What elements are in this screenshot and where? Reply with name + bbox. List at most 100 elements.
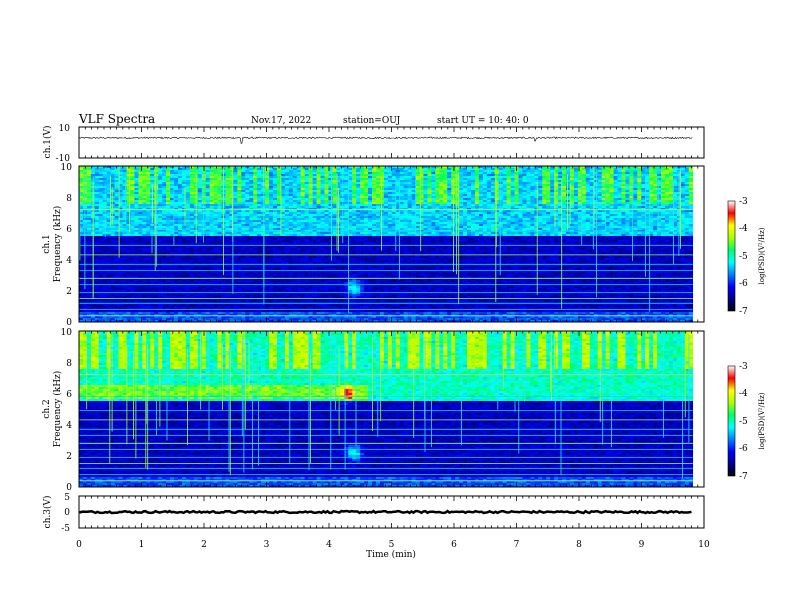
spectrogram-cell bbox=[99, 198, 103, 200]
spectrogram-cell bbox=[130, 220, 134, 222]
spectrogram-cell bbox=[198, 312, 202, 314]
spectrogram-cell bbox=[237, 256, 241, 258]
spectrogram-cell bbox=[150, 294, 154, 296]
spectrogram-cell bbox=[158, 214, 162, 216]
spectrogram-cell bbox=[261, 184, 265, 186]
spectrogram-cell bbox=[309, 248, 313, 250]
spectrogram-cell bbox=[261, 312, 265, 314]
spectrogram-cell bbox=[273, 304, 277, 306]
spectrogram-cell bbox=[265, 220, 269, 222]
spectrogram-cell bbox=[142, 188, 146, 190]
spectrogram-cell bbox=[174, 180, 178, 182]
spectrogram-cell bbox=[107, 234, 111, 236]
spectrogram-cell bbox=[130, 228, 134, 230]
spectrogram-cell bbox=[95, 212, 99, 214]
spectrogram-cell bbox=[297, 294, 301, 296]
spectrogram-cell bbox=[229, 170, 233, 172]
spectrogram-cell bbox=[174, 246, 178, 248]
spectrogram-cell bbox=[214, 222, 218, 224]
spectrogram-cell bbox=[154, 312, 158, 314]
spectrogram-cell bbox=[95, 286, 99, 288]
spectrogram-cell bbox=[186, 186, 190, 188]
spectrogram-cell bbox=[170, 290, 174, 292]
spectrogram-cell bbox=[111, 286, 115, 288]
spectrogram-cell bbox=[309, 174, 313, 176]
spectrogram-cell bbox=[297, 216, 301, 218]
spectrogram-cell bbox=[79, 294, 83, 296]
spectrogram-cell bbox=[281, 274, 285, 276]
spectrogram-cell bbox=[174, 266, 178, 268]
spectrogram-cell bbox=[265, 202, 269, 204]
spectrogram-cell bbox=[325, 290, 329, 292]
spectrogram-cell bbox=[206, 226, 210, 228]
spectrogram-cell bbox=[289, 300, 293, 302]
spectrogram-cell bbox=[130, 310, 134, 312]
spectrogram-cell bbox=[162, 220, 166, 222]
spectrogram-cell bbox=[178, 236, 182, 238]
spectrogram-cell bbox=[226, 212, 230, 214]
spectrogram-cell bbox=[134, 182, 138, 184]
spectrogram-cell bbox=[127, 198, 131, 200]
spectrogram-cell bbox=[111, 280, 115, 282]
spectrogram-cell bbox=[253, 218, 257, 220]
spectrogram-cell bbox=[182, 220, 186, 222]
spectrogram-cell bbox=[305, 210, 309, 212]
spectrogram-cell bbox=[226, 282, 230, 284]
spectrogram-cell bbox=[321, 316, 325, 318]
spectrogram-cell bbox=[162, 272, 166, 274]
spectrogram-cell bbox=[194, 286, 198, 288]
spectrogram-cell bbox=[190, 224, 194, 226]
spectrogram-cell bbox=[142, 282, 146, 284]
spectrogram-cell bbox=[162, 238, 166, 240]
spectrogram-cell bbox=[245, 194, 249, 196]
spectrogram-cell bbox=[249, 266, 253, 268]
spectrogram-cell bbox=[241, 268, 245, 270]
spectrogram-cell bbox=[226, 190, 230, 192]
spectrogram-cell bbox=[309, 280, 313, 282]
spectrogram-cell bbox=[166, 242, 170, 244]
spectrogram-cell bbox=[241, 238, 245, 240]
spectrogram-cell bbox=[305, 260, 309, 262]
spectrogram-cell bbox=[182, 296, 186, 298]
spectrogram-cell bbox=[328, 196, 332, 198]
spectrogram-cell bbox=[293, 282, 297, 284]
spectrogram-cell bbox=[130, 192, 134, 194]
spectrogram-cell bbox=[281, 218, 285, 220]
spectrogram-cell bbox=[138, 224, 142, 226]
spectrogram-cell bbox=[115, 172, 119, 174]
spectrogram-cell bbox=[328, 256, 332, 258]
spectrogram-cell bbox=[281, 240, 285, 242]
spectrogram-cell bbox=[249, 194, 253, 196]
spectrogram-cell bbox=[174, 318, 178, 320]
spectrogram-cell bbox=[138, 246, 142, 248]
spectrogram-cell bbox=[162, 216, 166, 218]
spectrogram-cell bbox=[309, 220, 313, 222]
spectrogram-cell bbox=[123, 294, 127, 296]
spectrogram-cell bbox=[245, 286, 249, 288]
spectrogram-cell bbox=[245, 234, 249, 236]
spectrogram-cell bbox=[146, 202, 150, 204]
spectrogram-cell bbox=[253, 232, 257, 234]
spectrogram-cell bbox=[103, 168, 107, 170]
spectrogram-cell bbox=[241, 228, 245, 230]
spectrogram-cell bbox=[214, 168, 218, 170]
spectrogram-cell bbox=[87, 198, 91, 200]
spectrogram-cell bbox=[95, 206, 99, 208]
spectrogram-cell bbox=[178, 250, 182, 252]
spectrogram-cell bbox=[245, 172, 249, 174]
spectrogram-cell bbox=[198, 174, 202, 176]
spectrogram-cell bbox=[249, 204, 253, 206]
spectrogram-cell bbox=[226, 236, 230, 238]
spectrogram-cell bbox=[289, 216, 293, 218]
spectrogram-cell bbox=[206, 248, 210, 250]
spectrogram-cell bbox=[289, 204, 293, 206]
spectrogram-cell bbox=[158, 194, 162, 196]
spectrogram-cell bbox=[127, 184, 131, 186]
spectrogram-cell bbox=[297, 306, 301, 308]
spectrogram-cell bbox=[301, 184, 305, 186]
spectrogram-cell bbox=[170, 294, 174, 296]
spectrogram-cell bbox=[261, 196, 265, 198]
spectrogram-cell bbox=[325, 200, 329, 202]
spectrogram-cell bbox=[226, 186, 230, 188]
spectrogram-cell bbox=[317, 170, 321, 172]
